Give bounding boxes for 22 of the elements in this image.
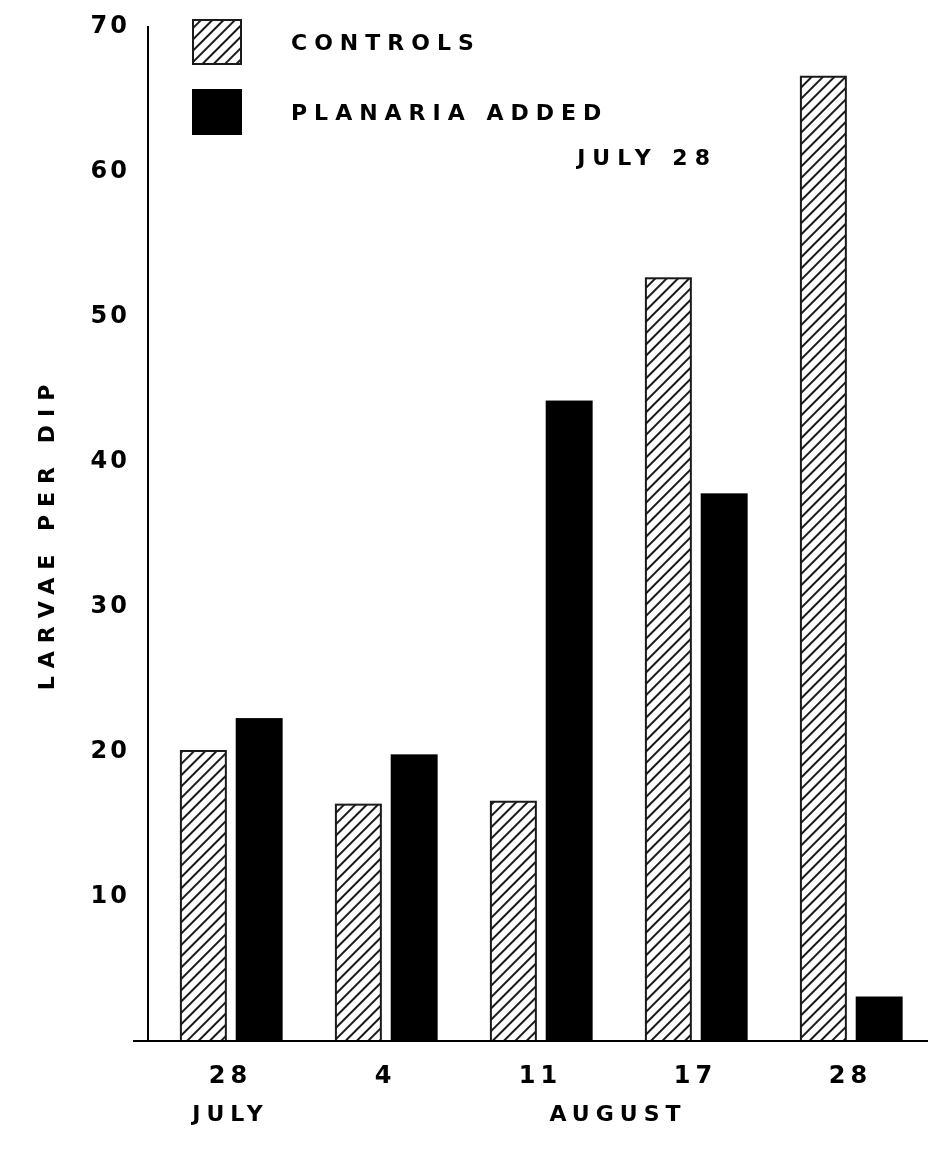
y-tick-label: 40 [90, 446, 130, 474]
x-tick-label: 28 [208, 1061, 253, 1089]
legend-label: PLANARIA ADDED JULY 28 [291, 100, 717, 170]
y-tick-label: 30 [90, 591, 130, 619]
text: AUGUST [549, 1101, 687, 1126]
y-tick-label: 10 [90, 881, 130, 909]
y-axis-title: LARVAE PER DIP [34, 376, 59, 691]
y-tick-label: 50 [90, 301, 130, 329]
text: JULY [190, 1101, 269, 1126]
bar [334, 803, 382, 1042]
bar [799, 75, 847, 1042]
bar [644, 277, 692, 1042]
bar [179, 750, 227, 1042]
x-tick-label: 17 [673, 1061, 718, 1089]
y-tick-label: 70 [90, 11, 130, 39]
legend-label: CONTROLS [291, 30, 481, 55]
x-tick-label: 28 [828, 1061, 873, 1089]
bar [489, 800, 537, 1042]
x-tick-label: 4 [374, 1061, 397, 1089]
y-tick-label: 20 [90, 736, 130, 764]
x-tick-label: 11 [518, 1061, 563, 1089]
y-tick-label: 60 [90, 156, 130, 184]
